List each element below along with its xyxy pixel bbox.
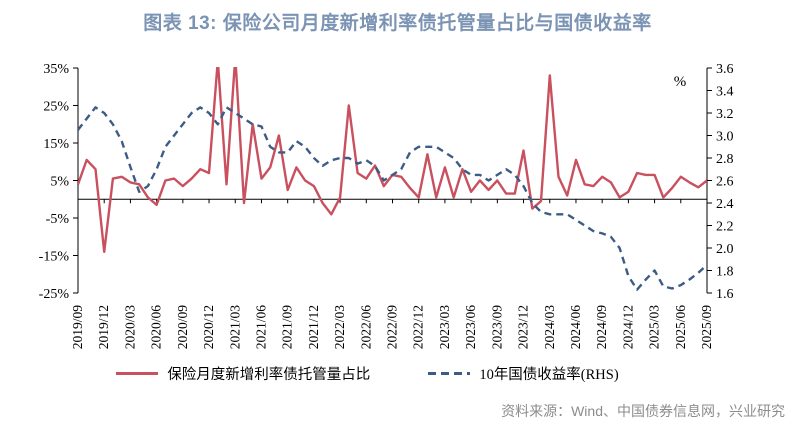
svg-text:2019/09: 2019/09 — [70, 305, 85, 350]
svg-text:2024/03: 2024/03 — [542, 305, 557, 350]
svg-text:-5%: -5% — [46, 212, 70, 227]
svg-text:2024/09: 2024/09 — [594, 305, 609, 350]
legend-solid-line-swatch — [116, 372, 159, 375]
svg-text:2.0: 2.0 — [716, 242, 734, 257]
svg-text:2025/09: 2025/09 — [699, 305, 714, 350]
svg-text:3.4: 3.4 — [716, 84, 734, 99]
svg-text:2021/09: 2021/09 — [280, 305, 295, 350]
svg-text:2023/09: 2023/09 — [489, 305, 504, 350]
svg-text:2025/03: 2025/03 — [647, 305, 662, 350]
svg-text:3.0: 3.0 — [716, 129, 734, 144]
svg-text:1.8: 1.8 — [716, 264, 734, 279]
source-attribution: 资料来源：Wind、中国债券信息网，兴业研究 — [501, 403, 785, 419]
svg-text:2021/06: 2021/06 — [253, 305, 268, 350]
svg-text:2023/03: 2023/03 — [437, 305, 452, 350]
svg-text:%: % — [674, 74, 687, 90]
chart-title: 图表 13: 保险公司月度新增利率债托管量占比与国债收益率 — [143, 13, 652, 34]
svg-text:3.2: 3.2 — [716, 107, 734, 122]
svg-text:2020/06: 2020/06 — [149, 305, 164, 350]
svg-text:2023/06: 2023/06 — [463, 305, 478, 350]
svg-text:2019/12: 2019/12 — [96, 305, 111, 349]
svg-text:2024/12: 2024/12 — [620, 305, 635, 349]
svg-text:2.8: 2.8 — [716, 152, 734, 167]
svg-text:2020/03: 2020/03 — [122, 305, 137, 350]
svg-text:-25%: -25% — [39, 287, 70, 302]
legend-item-bond-yield: 10年国债收益率(RHS) — [428, 363, 619, 384]
svg-text:2021/03: 2021/03 — [227, 305, 242, 350]
svg-text:2020/12: 2020/12 — [201, 305, 216, 349]
svg-text:2022/09: 2022/09 — [385, 305, 400, 350]
svg-text:-15%: -15% — [39, 249, 70, 264]
svg-text:1.6: 1.6 — [716, 287, 734, 302]
legend-label: 保险月度新增利率债托管量占比 — [167, 367, 371, 383]
legend-item-insurance-share: 保险月度新增利率债托管量占比 — [116, 363, 370, 384]
svg-text:2022/12: 2022/12 — [411, 305, 426, 349]
legend-label: 10年国债收益率(RHS) — [479, 367, 619, 383]
svg-text:2023/12: 2023/12 — [516, 305, 531, 349]
svg-text:2.6: 2.6 — [716, 174, 734, 189]
svg-text:25%: 25% — [43, 99, 69, 114]
svg-text:2022/03: 2022/03 — [332, 305, 347, 350]
svg-text:35%: 35% — [43, 62, 69, 77]
svg-text:2022/06: 2022/06 — [358, 305, 373, 350]
chart-svg: 35% 25% 15% 5% -5% -15% -25% 3.6 3.4 3.2 3.0 2.8 2.6… — [39, 62, 734, 350]
svg-text:2.2: 2.2 — [716, 219, 734, 234]
svg-text:5%: 5% — [50, 174, 69, 189]
svg-text:2020/09: 2020/09 — [175, 305, 190, 350]
svg-text:2025/06: 2025/06 — [673, 305, 688, 350]
svg-text:3.6: 3.6 — [716, 62, 734, 77]
chart-legend: 保险月度新增利率债托管量占比 10年国债收益率(RHS) — [0, 363, 765, 384]
svg-text:15%: 15% — [43, 137, 69, 152]
legend-dashed-line-swatch — [428, 372, 471, 375]
svg-text:2.4: 2.4 — [716, 197, 734, 212]
svg-text:2024/06: 2024/06 — [568, 305, 583, 350]
svg-text:2021/12: 2021/12 — [306, 305, 321, 349]
